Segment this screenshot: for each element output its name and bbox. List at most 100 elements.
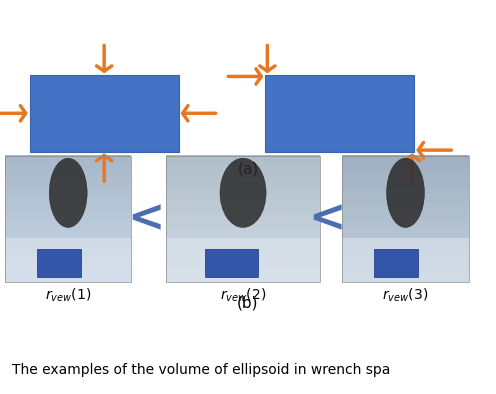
Bar	[342, 223, 469, 227]
Bar	[342, 193, 469, 198]
Bar	[166, 218, 320, 223]
Bar	[166, 180, 320, 185]
Bar	[5, 176, 131, 181]
Bar	[342, 269, 469, 273]
Bar	[265, 75, 414, 152]
Bar	[30, 75, 179, 152]
Bar	[5, 172, 131, 177]
Bar	[166, 231, 320, 236]
Bar	[166, 164, 320, 168]
Bar	[205, 249, 258, 277]
Bar	[342, 176, 469, 181]
Bar	[166, 238, 320, 282]
Bar	[342, 168, 469, 173]
Bar	[166, 223, 320, 227]
Bar	[342, 197, 469, 202]
Bar	[166, 176, 320, 181]
Bar	[166, 160, 320, 164]
Bar	[342, 231, 469, 236]
Bar	[5, 214, 131, 219]
Bar	[342, 160, 469, 164]
Bar	[5, 277, 131, 282]
Bar	[342, 210, 469, 214]
Bar	[166, 214, 320, 219]
Bar	[342, 180, 469, 185]
Bar	[5, 239, 131, 244]
Bar	[5, 223, 131, 227]
Bar	[166, 243, 320, 248]
Bar	[5, 227, 131, 231]
Bar	[166, 193, 320, 198]
Bar	[37, 249, 81, 277]
Bar	[5, 238, 131, 282]
Bar	[342, 264, 469, 269]
Text: <: <	[309, 197, 346, 240]
Ellipse shape	[220, 158, 266, 227]
Bar	[166, 277, 320, 282]
Bar	[5, 235, 131, 240]
Bar	[342, 273, 469, 277]
Bar	[5, 180, 131, 185]
Bar	[5, 164, 131, 168]
Bar	[5, 201, 131, 206]
Bar	[5, 155, 131, 160]
Bar	[5, 243, 131, 248]
Bar	[342, 235, 469, 240]
Bar	[342, 155, 469, 160]
Bar	[5, 197, 131, 202]
Bar	[342, 185, 469, 189]
Bar	[342, 189, 469, 193]
Bar	[5, 269, 131, 273]
Text: $r_{vew}(2)$: $r_{vew}(2)$	[220, 287, 266, 304]
Bar	[5, 264, 131, 269]
Bar	[166, 264, 320, 269]
Bar	[166, 189, 320, 193]
Text: $r_{vew}(3)$: $r_{vew}(3)$	[382, 287, 429, 304]
Bar	[166, 235, 320, 240]
Bar	[166, 256, 320, 261]
Bar	[166, 185, 320, 189]
Bar	[342, 218, 469, 223]
Bar	[5, 260, 131, 265]
Bar	[342, 256, 469, 261]
Bar	[342, 172, 469, 177]
Bar	[342, 238, 469, 282]
Bar	[5, 252, 131, 256]
Bar	[5, 189, 131, 193]
Bar	[342, 227, 469, 231]
Bar	[166, 260, 320, 265]
Bar	[5, 168, 131, 173]
Bar	[342, 214, 469, 219]
Bar	[166, 155, 320, 160]
Bar	[5, 156, 131, 282]
Bar	[374, 249, 418, 277]
Bar	[342, 243, 469, 248]
Text: (a): (a)	[238, 162, 258, 177]
Bar	[5, 218, 131, 223]
Bar	[342, 277, 469, 282]
Bar	[166, 168, 320, 173]
Text: (b): (b)	[237, 296, 259, 311]
Bar	[342, 260, 469, 265]
Bar	[5, 185, 131, 189]
Bar	[5, 248, 131, 252]
Bar	[5, 206, 131, 210]
Ellipse shape	[386, 158, 425, 227]
Bar	[166, 239, 320, 244]
Bar	[5, 160, 131, 164]
Bar	[342, 156, 469, 282]
Bar	[342, 252, 469, 256]
Text: The examples of the volume of ellipsoid in wrench spa: The examples of the volume of ellipsoid …	[12, 363, 391, 377]
Bar	[166, 273, 320, 277]
Text: <: <	[127, 197, 165, 240]
Bar	[166, 210, 320, 214]
Text: $r_{vew}(1)$: $r_{vew}(1)$	[45, 287, 91, 304]
Bar	[5, 256, 131, 261]
Bar	[342, 248, 469, 252]
Bar	[342, 239, 469, 244]
Bar	[166, 227, 320, 231]
Bar	[342, 206, 469, 210]
Bar	[166, 252, 320, 256]
Bar	[166, 172, 320, 177]
Bar	[5, 231, 131, 236]
